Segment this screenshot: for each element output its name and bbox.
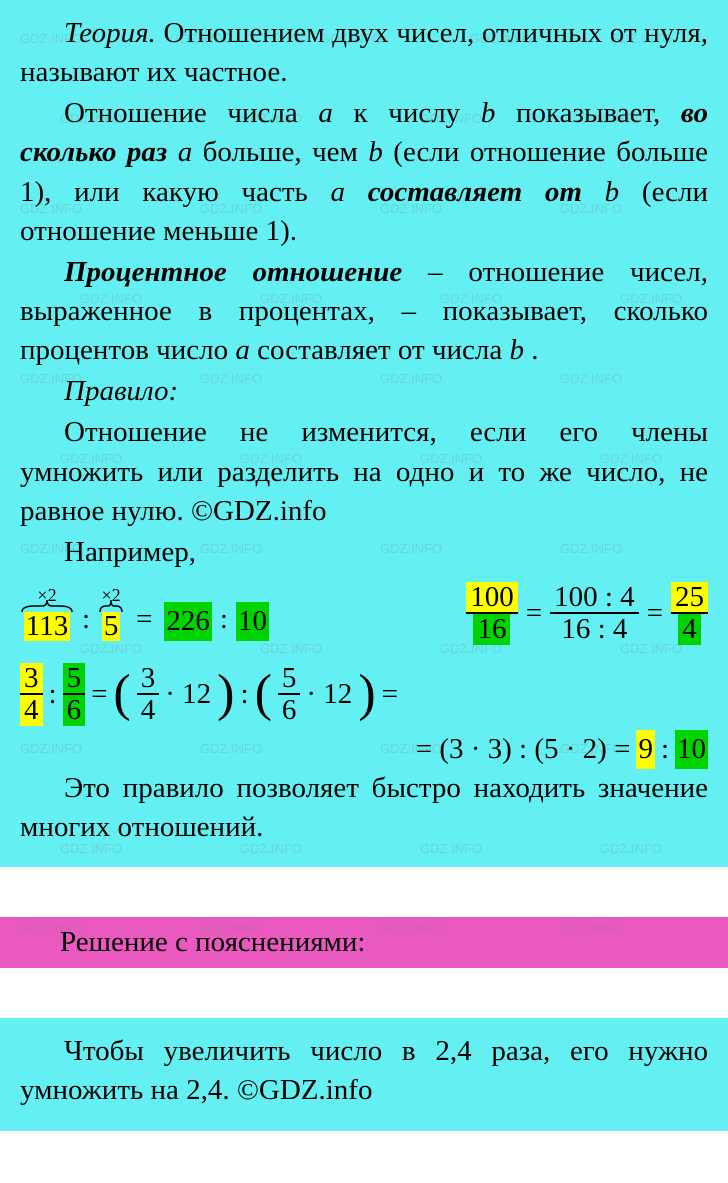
eq1-c: 226 bbox=[164, 602, 212, 641]
eq3-r1: 9 bbox=[636, 730, 655, 769]
eq2-frac1: 100 16 bbox=[466, 582, 518, 645]
eq3-f1: 3 4 bbox=[20, 663, 43, 726]
rparen-icon: ) bbox=[217, 671, 234, 718]
theory-p2: Отношение числа a к числу b показывает, … bbox=[20, 94, 708, 251]
eq3-r2: 10 bbox=[675, 730, 708, 769]
rule-label: Правило: bbox=[20, 372, 708, 411]
theory-label: Теория. bbox=[64, 17, 156, 49]
solution-title: Решение с пояснениями: bbox=[60, 926, 365, 958]
eq1-b: 5 bbox=[102, 612, 121, 641]
var-b: b bbox=[481, 97, 496, 129]
watermark-band-1 bbox=[0, 867, 728, 905]
theory-p1: Теория. Отношением двух чисел, отличных … bbox=[20, 14, 708, 92]
eq1-a: 113 bbox=[24, 612, 70, 641]
eq3-line2: = (3 · 3) : (5 · 2) = 9 : 10 bbox=[20, 730, 708, 769]
eq3-f2: 5 6 bbox=[63, 663, 86, 726]
eq3-line1: 3 4 : 5 6 = ( 3 4 · 12 ) : ( 5 6 · 12 ) … bbox=[20, 663, 708, 726]
rparen-icon: ) bbox=[358, 671, 375, 718]
solution-section: Чтобы увеличить число в 2,4 раза, его ну… bbox=[0, 1018, 728, 1130]
lparen-icon: ( bbox=[113, 671, 130, 718]
var-a: a bbox=[318, 97, 333, 129]
eq1: ×2 113 : ×2 5 = 226 : 10 bbox=[20, 586, 269, 641]
bold-phrase-2: составляет от bbox=[368, 176, 582, 208]
eq2-frac3: 25 4 bbox=[671, 582, 708, 645]
percent-ratio-label: Процентное отношение bbox=[64, 256, 402, 288]
theory-p3: Процентное отношение – отношение чисел, … bbox=[20, 253, 708, 370]
solution-title-bar: Решение с пояснениями: bbox=[0, 917, 728, 968]
brace-113: ×2 113 bbox=[20, 586, 74, 641]
theory-section: Теория. Отношением двух чисел, отличных … bbox=[0, 0, 728, 867]
eq2-frac2: 100 : 4 16 : 4 bbox=[550, 582, 639, 645]
closing-text: Это правило позволяет быстро находить зн… bbox=[20, 769, 708, 847]
rule-text: Отношение не изменится, если его члены у… bbox=[20, 413, 708, 530]
eq1-d: 10 bbox=[236, 602, 269, 641]
brace-5: ×2 5 bbox=[98, 586, 124, 641]
example-label: Например, bbox=[20, 533, 708, 572]
watermark-band-2 bbox=[0, 980, 728, 1018]
equation-row-1: ×2 113 : ×2 5 = 226 : 10 100 16 = 100 : bbox=[20, 582, 708, 645]
eq2: 100 16 = 100 : 4 16 : 4 = 25 4 bbox=[466, 582, 708, 645]
lparen-icon: ( bbox=[255, 671, 272, 718]
solution-text: Чтобы увеличить число в 2,4 раза, его ну… bbox=[20, 1032, 708, 1110]
